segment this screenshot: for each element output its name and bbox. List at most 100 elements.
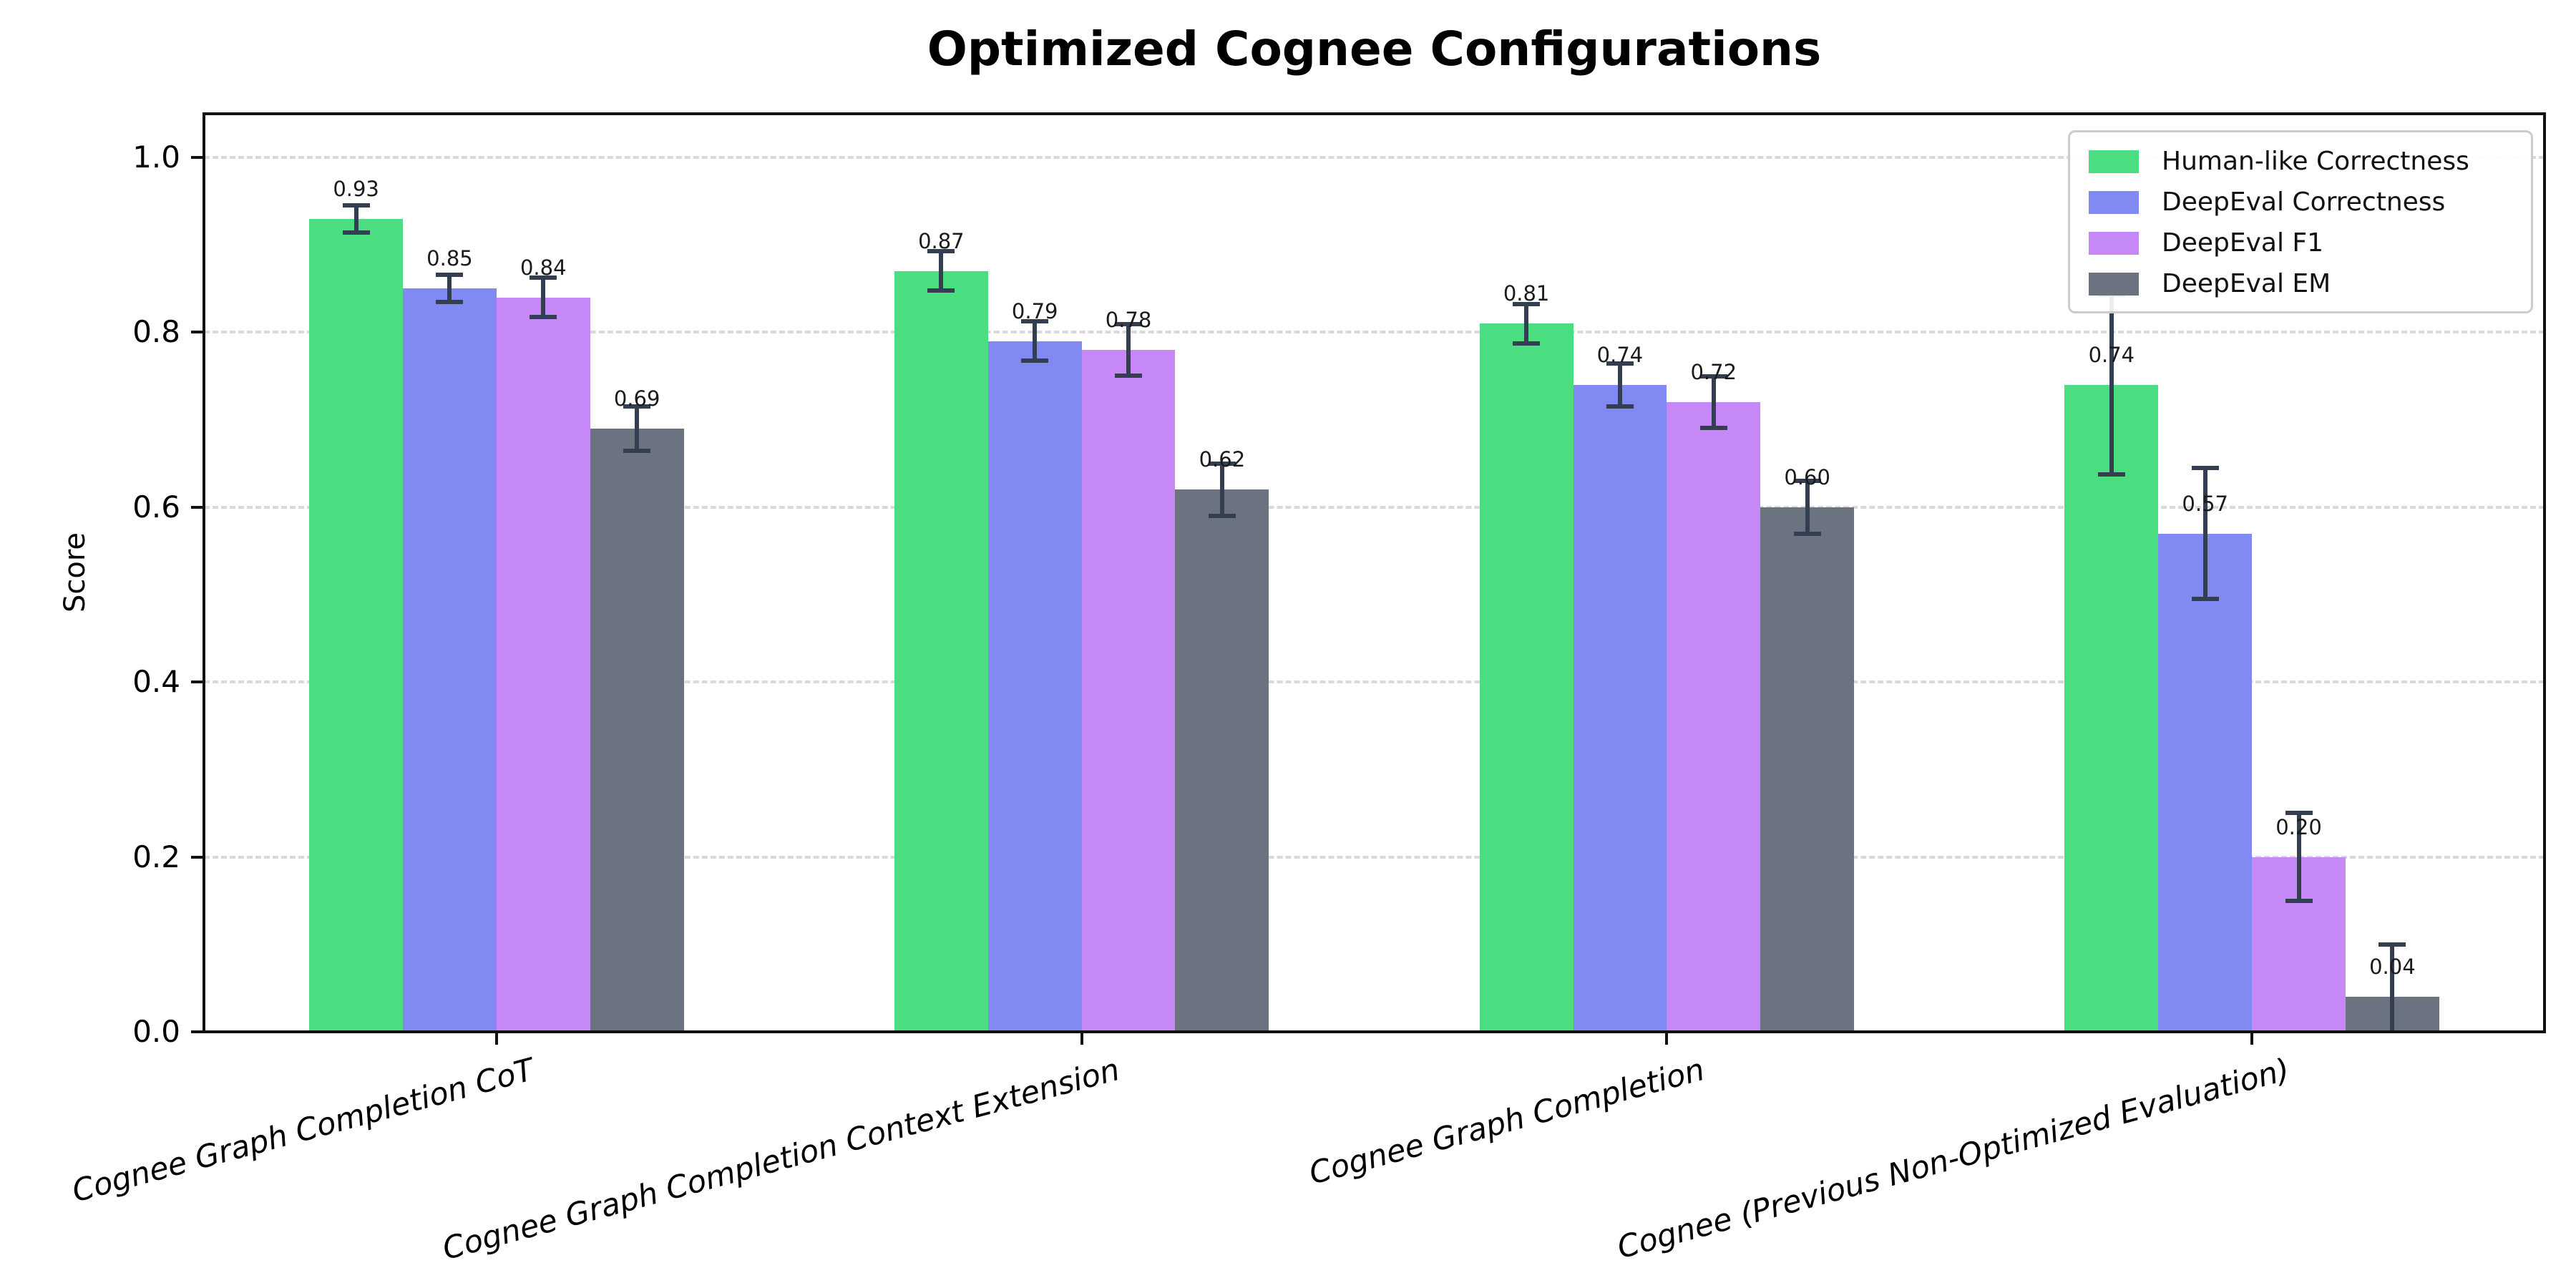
gridline: [204, 505, 2545, 509]
error-bar-cap-bottom: [1115, 374, 1143, 378]
bar: [309, 218, 404, 1032]
y-axis-label: Score: [59, 532, 92, 613]
error-bar-cap-bottom: [436, 300, 464, 305]
error-bar-line: [541, 275, 546, 320]
bar: [1081, 349, 1176, 1032]
error-bar-line: [2109, 293, 2114, 477]
error-bar-cap-top: [1793, 478, 1821, 483]
legend-row: DeepEval EM: [2089, 263, 2531, 304]
error-bar-cap-top: [342, 203, 370, 208]
bar: [2064, 384, 2159, 1032]
x-tick-label: Cognee Graph Completion CoT: [68, 1052, 538, 1210]
bar-value-label: 0.85: [426, 246, 473, 271]
y-tick-label: 0.2: [132, 839, 180, 874]
error-bar-cap-bottom: [2285, 899, 2313, 904]
error-bar-cap-top: [2285, 810, 2313, 815]
error-bar-cap-top: [2379, 942, 2406, 947]
error-bar-line: [1711, 374, 1716, 431]
error-bar-cap-bottom: [2191, 596, 2219, 601]
legend-swatch: [2089, 190, 2139, 214]
bar-value-label: 0.81: [1503, 281, 1550, 306]
error-bar-cap-bottom: [1208, 513, 1236, 518]
legend-swatch: [2089, 150, 2139, 173]
gridline: [204, 156, 2545, 160]
error-bar-cap-bottom: [927, 288, 955, 293]
error-bar-cap-top: [530, 275, 557, 280]
y-tick-mark: [191, 331, 204, 334]
error-bar-line: [447, 273, 452, 305]
bar: [1667, 402, 1761, 1032]
bar-value-label: 0.74: [2088, 342, 2135, 367]
error-bar-line: [2202, 466, 2207, 601]
bar-value-label: 0.84: [519, 255, 567, 280]
error-bar-cap-bottom: [1699, 426, 1727, 431]
x-tick-label: Cognee Graph Completion Context Extensio…: [438, 1052, 1123, 1268]
error-bar-cap-top: [1513, 301, 1541, 306]
error-bar-cap-top: [1606, 361, 1634, 366]
bar: [1760, 507, 1855, 1032]
bar: [2158, 533, 2253, 1032]
bar-value-label: 0.87: [918, 228, 965, 253]
error-bar-line: [353, 203, 358, 235]
error-bar-cap-bottom: [1793, 532, 1821, 537]
bar: [894, 270, 988, 1032]
legend: Human-like Correctness DeepEval Correctne…: [2068, 130, 2533, 313]
x-tick-mark: [1665, 1032, 1669, 1045]
bar-value-label: 0.72: [1690, 360, 1737, 385]
y-tick-label: 0.0: [132, 1014, 180, 1049]
error-bar-cap-top: [623, 404, 651, 409]
bar-value-label: 0.93: [333, 176, 379, 201]
error-bar-line: [1617, 361, 1622, 409]
x-tick-mark: [494, 1032, 498, 1045]
error-bar-cap-top: [1699, 374, 1727, 379]
y-tick-mark: [191, 855, 204, 859]
error-bar-line: [635, 404, 640, 454]
bar-value-label: 0.69: [613, 386, 660, 411]
error-bar-cap-bottom: [1606, 404, 1634, 409]
bar-value-label: 0.74: [1596, 342, 1644, 367]
legend-label: DeepEval Correctness: [2162, 187, 2446, 217]
chart-title: Optimized Cognee Configurations: [927, 21, 1822, 77]
error-bar-line: [1524, 301, 1529, 346]
x-tick-label: Cognee (Previous Non-Optimized Evaluatio…: [1614, 1052, 2294, 1267]
legend-swatch: [2089, 231, 2139, 255]
error-bar-cap-top: [2191, 466, 2219, 471]
bar-value-label: 0.20: [2275, 814, 2322, 839]
gridline: [204, 855, 2545, 859]
error-bar-line: [2296, 810, 2301, 904]
bar-value-label: 0.04: [2369, 955, 2416, 980]
error-bar-cap-top: [436, 273, 464, 278]
error-bar-line: [939, 249, 944, 293]
error-bar-cap-bottom: [1021, 358, 1049, 364]
y-tick-label: 1.0: [132, 140, 180, 175]
x-tick-label: Cognee Graph Completion: [1305, 1052, 1709, 1192]
bar: [1479, 323, 1574, 1032]
gridline: [204, 680, 2545, 684]
x-tick-mark: [2250, 1032, 2254, 1045]
error-bar-line: [1219, 462, 1224, 518]
error-bar-cap-bottom: [1513, 341, 1541, 346]
legend-label: DeepEval F1: [2162, 228, 2324, 258]
error-bar-line: [2390, 942, 2395, 1032]
legend-label: DeepEval EM: [2162, 269, 2331, 298]
y-tick-label: 0.6: [132, 489, 180, 525]
bar-value-label: 0.62: [1199, 447, 1246, 472]
error-bar-line: [1033, 319, 1038, 364]
error-bar-line: [1126, 321, 1131, 378]
legend-row: DeepEval Correctness: [2089, 182, 2531, 223]
error-bar-cap-top: [1208, 462, 1236, 467]
error-bar-cap-bottom: [342, 230, 370, 235]
error-bar-cap-bottom: [623, 449, 651, 454]
y-tick-mark: [191, 1030, 204, 1033]
legend-row: DeepEval F1: [2089, 223, 2531, 263]
bar: [590, 428, 684, 1032]
bar-value-label: 0.57: [2182, 491, 2228, 516]
legend-row: Human-like Correctness: [2089, 141, 2531, 182]
bar: [496, 297, 590, 1032]
bar: [1573, 384, 1667, 1032]
bar-value-label: 0.79: [1011, 298, 1058, 323]
error-bar-line: [1805, 478, 1810, 537]
y-tick-label: 0.4: [132, 664, 180, 700]
x-tick-mark: [1080, 1032, 1083, 1045]
